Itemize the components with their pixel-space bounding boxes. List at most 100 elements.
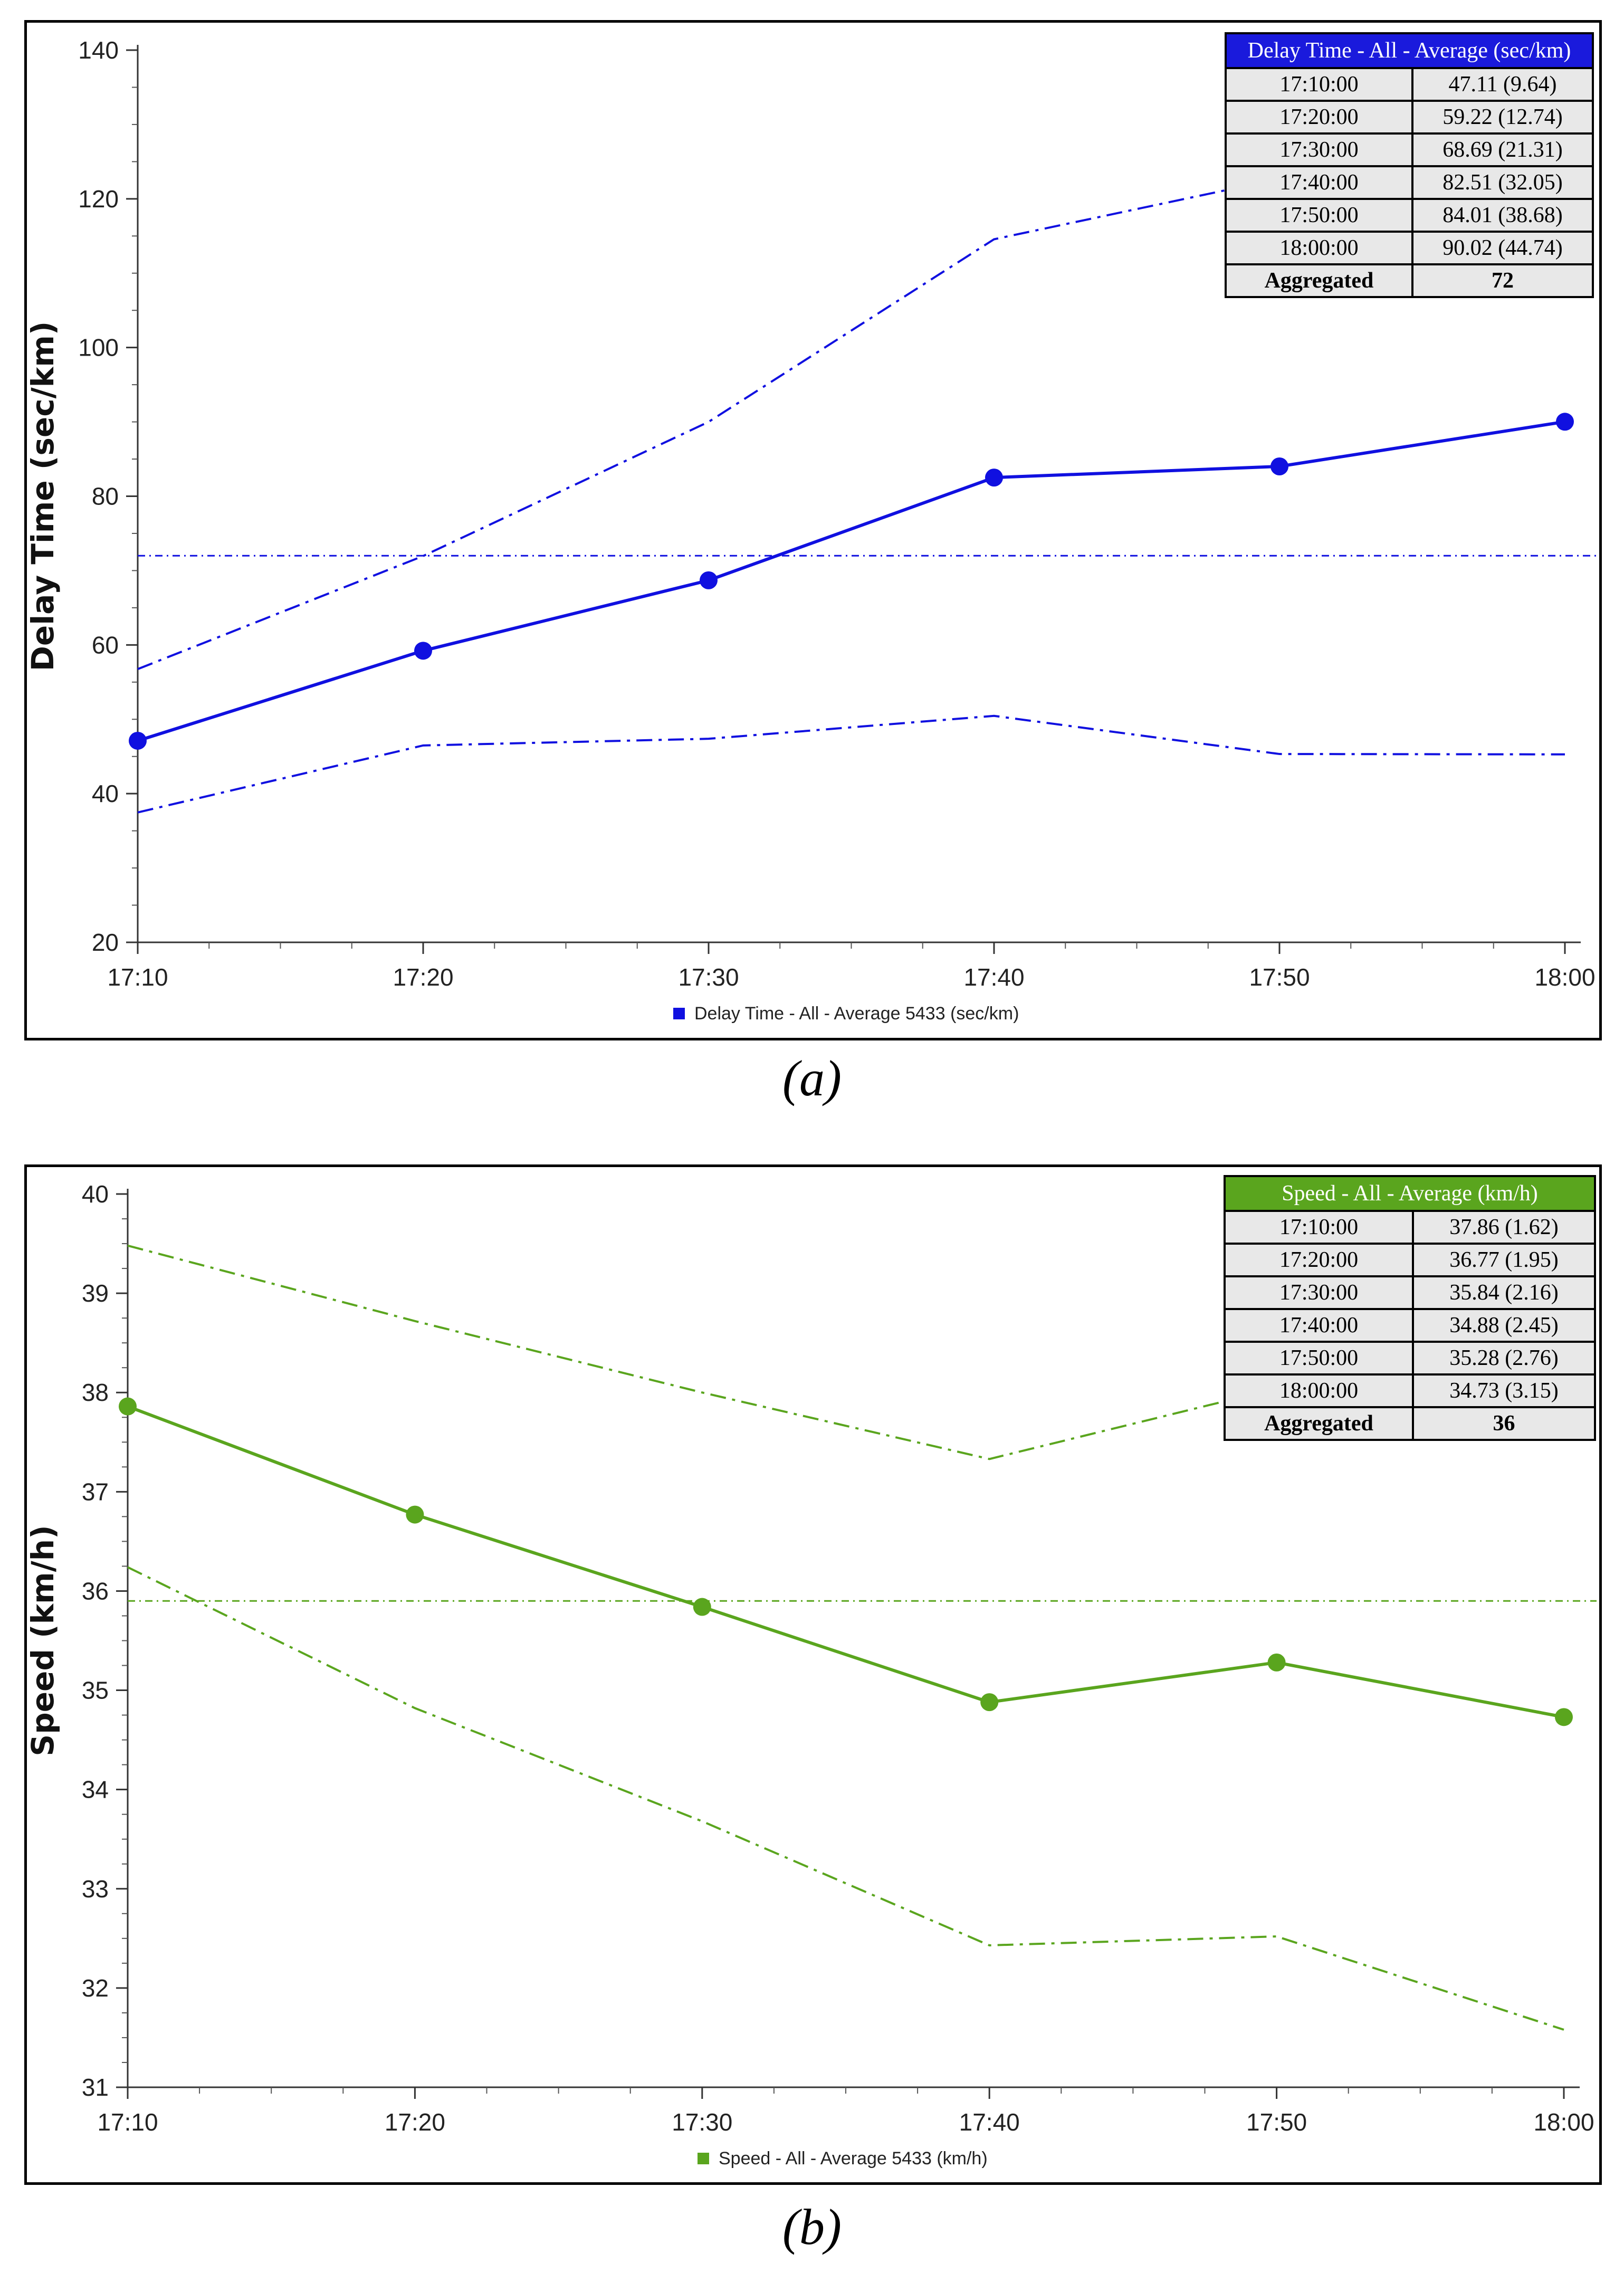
data-point-marker [985,469,1003,487]
y-tick-label: 39 [82,1279,109,1307]
mean-series-line [127,1405,1564,1719]
y-tick-label: 38 [82,1379,109,1406]
legend-swatch [698,2153,709,2164]
y-tick-label: 31 [82,2074,109,2101]
x-tick-label: 17:10 [97,2108,158,2136]
aggregated-label: Aggregated [1225,263,1413,298]
table-time-cell: 17:10:00 [1225,67,1413,102]
table-row: 17:20:00 59.22 (12.74) [1225,100,1594,135]
caption-b: (b) [782,2199,842,2255]
speed-table: Speed - All - Average (km/h) 17:10:00 37.… [1224,1175,1596,1441]
x-tick-label: 17:10 [107,963,168,991]
chart-panel-delay-time: 20 40 60 80 100 120 140 17:10 17:20 17:30 17:40 17:… [24,20,1602,1040]
legend-swatch [673,1008,685,1019]
data-point-marker [119,1397,137,1416]
table-row: 17:50:00 84.01 (38.68) [1225,198,1594,233]
table-time-cell: 17:30:00 [1225,132,1413,167]
y-axis-title: Speed (km/h) [27,1525,61,1756]
x-tick-label: 17:50 [1249,963,1310,991]
table-time-cell: 17:50:00 [1225,198,1413,233]
y-tick-label: 33 [82,1875,109,1903]
y-tick-label: 34 [82,1776,109,1803]
table-row: 17:20:00 36.77 (1.95) [1224,1243,1596,1277]
delay-time-table: Delay Time - All - Average (sec/km) 17:1… [1225,32,1594,298]
mean-series-line [137,420,1565,742]
speed-chart: 31 32 33 34 35 36 37 38 39 40 17:10 17:20 17:30 17:40… [27,1180,1597,2169]
aggregated-value: 36 [1412,1406,1596,1441]
aggregated-value: 72 [1411,263,1594,298]
data-point-marker [1270,457,1288,475]
y-tick-label: 100 [78,334,119,361]
table-aggregated-row: Aggregated 36 [1224,1406,1596,1441]
data-point-marker [129,731,147,750]
x-tick-label: 17:30 [672,2108,732,2136]
table-row: 18:00:00 90.02 (44.74) [1225,231,1594,265]
table-value-cell: 36.77 (1.95) [1412,1243,1596,1277]
x-tick-label: 17:40 [963,963,1024,991]
lower-bound-line [127,1566,1564,2031]
y-tick-label: 80 [92,483,119,510]
y-tick-label: 120 [78,185,119,213]
table-value-cell: 34.73 (3.15) [1412,1373,1596,1408]
data-point-marker [693,1598,711,1616]
table-time-cell: 18:00:00 [1224,1373,1414,1408]
table-time-cell: 17:20:00 [1225,100,1413,135]
caption-a: (a) [782,1050,842,1106]
x-tick-label: 18:00 [1533,2108,1594,2136]
upper-bound-line [127,1244,1564,1460]
legend-label: Delay Time - All - Average 5433 (sec/km) [694,1004,1019,1024]
table-time-cell: 17:10:00 [1224,1210,1414,1245]
table-row: 17:10:00 37.86 (1.62) [1224,1210,1596,1245]
y-tick-label: 20 [92,929,119,956]
table-row: 17:10:00 47.11 (9.64) [1225,67,1594,102]
data-point-marker [980,1693,999,1712]
table-row: 17:50:00 35.28 (2.76) [1224,1341,1596,1376]
data-point-marker [1267,1653,1286,1672]
speed-table-header: Speed - All - Average (km/h) [1224,1175,1596,1212]
table-value-cell: 68.69 (21.31) [1411,132,1594,167]
y-tick-label: 36 [82,1577,109,1605]
table-row: 17:40:00 34.88 (2.45) [1224,1308,1596,1343]
x-tick-label: 18:00 [1534,963,1595,991]
table-value-cell: 84.01 (38.68) [1411,198,1594,233]
table-time-cell: 17:50:00 [1224,1341,1414,1376]
legend-label: Speed - All - Average 5433 (km/h) [719,2148,988,2169]
chart-panel-speed: 31 32 33 34 35 36 37 38 39 40 17:10 17:20 17:30 17:40… [24,1164,1602,2185]
table-row: 17:30:00 68.69 (21.31) [1225,132,1594,167]
table-value-cell: 90.02 (44.74) [1411,231,1594,265]
x-tick-label: 17:40 [959,2108,1020,2136]
table-value-cell: 59.22 (12.74) [1411,100,1594,135]
aggregated-label: Aggregated [1224,1406,1414,1441]
table-time-cell: 17:40:00 [1225,165,1413,200]
y-tick-label: 35 [82,1677,109,1704]
table-time-cell: 18:00:00 [1225,231,1413,265]
x-tick-label: 17:50 [1246,2108,1307,2136]
table-value-cell: 82.51 (32.05) [1411,165,1594,200]
y-tick-label: 32 [82,1974,109,2002]
table-time-cell: 17:20:00 [1224,1243,1414,1277]
data-point-marker [406,1505,424,1524]
y-tick-label: 40 [92,780,119,807]
table-time-cell: 17:30:00 [1224,1275,1414,1310]
table-time-cell: 17:40:00 [1224,1308,1414,1343]
table-row: 18:00:00 34.73 (3.15) [1224,1373,1596,1408]
table-row: 17:40:00 82.51 (32.05) [1225,165,1594,200]
y-tick-label: 140 [78,36,119,64]
x-tick-label: 17:20 [385,2108,445,2136]
x-tick-label: 17:20 [393,963,453,991]
table-value-cell: 37.86 (1.62) [1412,1210,1596,1245]
y-tick-label: 60 [92,631,119,658]
x-tick-label: 17:30 [678,963,739,991]
delay-time-table-header: Delay Time - All - Average (sec/km) [1225,32,1594,69]
y-tick-label: 40 [82,1180,109,1208]
delay-time-chart: 20 40 60 80 100 120 140 17:10 17:20 17:30 17:40 17:… [27,36,1597,1024]
data-point-marker [414,642,432,660]
data-point-marker [1555,1708,1573,1726]
data-point-marker [700,571,718,589]
y-tick-label: 37 [82,1478,109,1505]
y-axis-title: Delay Time (sec/km) [27,321,61,672]
table-row: 17:30:00 35.84 (2.16) [1224,1275,1596,1310]
table-aggregated-row: Aggregated 72 [1225,263,1594,298]
table-value-cell: 35.28 (2.76) [1412,1341,1596,1376]
table-value-cell: 35.84 (2.16) [1412,1275,1596,1310]
